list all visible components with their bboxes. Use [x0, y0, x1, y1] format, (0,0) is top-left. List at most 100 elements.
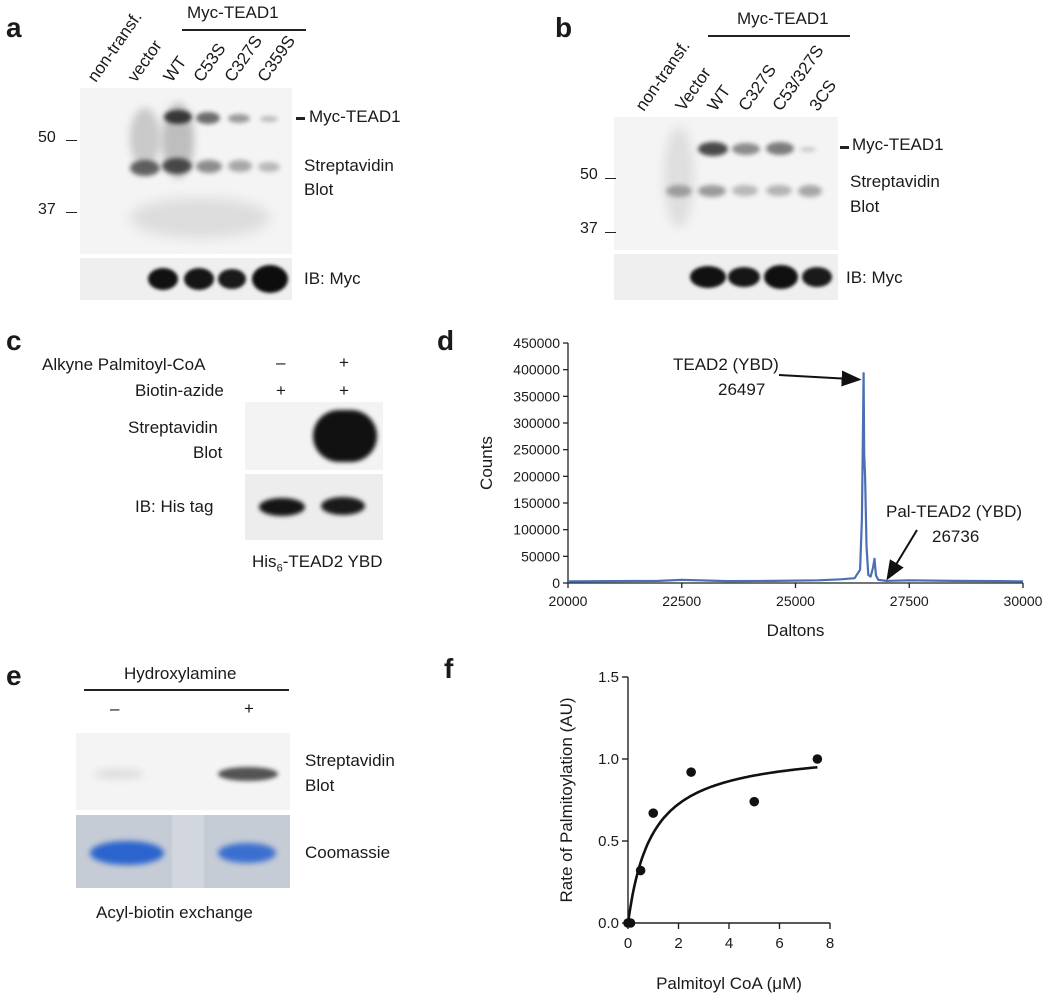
x-tick-label: 4 [725, 935, 733, 952]
panel-d-annotation-2-value: 26736 [932, 527, 980, 546]
x-tick-label: 27500 [890, 593, 929, 609]
panel-d-annotation-1-value: 26497 [718, 380, 766, 399]
panel-b-mw-marker: 50 [580, 166, 598, 183]
panel-c-ib-his-blot [245, 474, 383, 540]
panel-a-streptavidin-blot [80, 88, 292, 254]
peak-point [862, 372, 865, 375]
panel-d-annotation-2-name: Pal-TEAD2 (YBD) [886, 502, 1023, 521]
y-tick-label: 200000 [513, 468, 560, 484]
panel-e-streptavidin-blot [76, 733, 290, 810]
band-myc-tead1-3cs [800, 147, 816, 152]
panel-a-band-label: Myc-TEAD1 [309, 107, 401, 126]
panel-b-lane-label: 3CS [805, 76, 841, 115]
panel-f-kinetics-chart: 0.0 0.5 1.0 1.5 0 2 4 6 8 Palmitoyl CoA (μM) Rate … [557, 669, 834, 993]
x-axis-label: Palmitoyl CoA (μM) [656, 974, 802, 993]
panel-b-blot-label: Streptavidin [850, 172, 940, 191]
band-myc-tead1-wt [164, 110, 192, 124]
panel-e-sign: – [110, 699, 120, 718]
panel-a-ib-label: IB: Myc [304, 269, 361, 288]
band-myc-tead1-wt [698, 142, 728, 156]
panel-b-ib-myc-blot [614, 254, 838, 300]
panel-e-blot-label: Blot [305, 776, 335, 795]
panel-c-row1-label: Alkyne Palmitoyl-CoA [42, 355, 206, 374]
peak-1-arrow [778, 370, 862, 387]
panel-e-sign: + [244, 699, 254, 718]
panel-a-ib-myc-blot [80, 258, 292, 300]
panel-c-sign: + [339, 381, 349, 400]
y-tick-label: 450000 [513, 335, 560, 351]
x-tick-label: 2 [674, 935, 682, 952]
panel-e-caption: Acyl-biotin exchange [96, 903, 253, 922]
panel-e-blot-label: Streptavidin [305, 751, 395, 770]
y-tick-label: 0.5 [598, 833, 619, 850]
spectrum-line [567, 372, 1024, 583]
fit-curve [626, 765, 818, 924]
y-tick-label: 150000 [513, 495, 560, 511]
y-axis-label: Counts [477, 436, 496, 490]
panel-a-lane-label: WT [159, 52, 191, 86]
band-myc-tead1-c327s [228, 114, 250, 123]
panel-d-mass-spectrum-chart: 0 50000 100000 150000 200000 250000 300000 3500… [477, 335, 1043, 640]
peak-2-arrow [886, 529, 918, 581]
x-axis-label: Daltons [767, 621, 825, 640]
x-tick-label: 6 [775, 935, 783, 952]
data-point [749, 796, 760, 807]
panel-e-coomassie-gel [76, 815, 290, 888]
panel-b-group-label: Myc-TEAD1 [737, 9, 829, 28]
y-tick-label: 400000 [513, 362, 560, 378]
panel-b-mw-marker: 37 [580, 220, 598, 237]
panel-c-ib-label: IB: His tag [135, 497, 214, 516]
panel-a-mw-marker: 37 [38, 201, 56, 218]
panel-a-group-bracket [182, 29, 306, 31]
panel-c-caption: His6-TEAD2 YBD [252, 552, 383, 575]
data-point [686, 767, 696, 777]
panel-b-ib-label: IB: Myc [846, 268, 903, 287]
panel-c-streptavidin-blot [245, 402, 383, 470]
panel-e-treatment-label: Hydroxylamine [124, 664, 237, 683]
panel-a-mw-marker: 50 [38, 129, 56, 146]
band-myc-tead1-c327s [732, 143, 760, 155]
x-tick-label: 30000 [1004, 593, 1043, 609]
panel-d-letter: d [437, 325, 455, 356]
y-tick-label: 350000 [513, 388, 560, 404]
panel-a-lane-label: C53S [189, 39, 230, 86]
data-point [812, 754, 823, 764]
panel-a-letter: a [6, 12, 22, 43]
y-tick-label: 1.0 [598, 751, 619, 768]
y-tick-label: 0 [552, 575, 560, 591]
band-myc-tead1-c53s [196, 112, 220, 124]
panel-f-letter: f [444, 653, 454, 684]
panel-c-letter: c [6, 325, 22, 356]
y-tick-label: 0.0 [598, 915, 619, 932]
x-tick-label: 20000 [549, 593, 588, 609]
panel-b-streptavidin-blot [614, 117, 838, 250]
data-point [625, 918, 636, 928]
panel-a-lane-label: vector [123, 36, 166, 86]
y-axis-label: Rate of Palmitoylation (AU) [557, 697, 576, 902]
panel-b-band-label: Myc-TEAD1 [852, 135, 944, 154]
data-point [635, 865, 646, 876]
band-myc-tead1-c53-327s [766, 142, 794, 155]
panel-c-blot-label: Streptavidin [128, 418, 218, 437]
panel-c-row2-label: Biotin-azide [135, 381, 224, 400]
data-point [648, 808, 659, 818]
panel-b-blot-label: Blot [850, 197, 880, 216]
y-tick-label: 50000 [521, 548, 560, 564]
panel-a-group-label: Myc-TEAD1 [187, 3, 279, 22]
x-tick-label: 25000 [776, 593, 815, 609]
x-tick-label: 8 [826, 935, 834, 952]
panel-a-blot-label: Blot [304, 180, 334, 199]
panel-a-blot-label: Streptavidin [304, 156, 394, 175]
panel-b-group-bracket [708, 35, 850, 37]
y-tick-label: 100000 [513, 522, 560, 538]
panel-e-stain-label: Coomassie [305, 843, 391, 862]
panel-c-sign: + [276, 381, 286, 400]
panel-c-blot-label: Blot [193, 443, 223, 462]
panel-d-annotation-1-name: TEAD2 (YBD) [673, 355, 779, 374]
y-tick-label: 1.5 [598, 669, 619, 686]
panel-c-sign: + [339, 353, 349, 372]
band-myc-tead1-c359s [260, 116, 278, 122]
panel-e-treatment-bracket [84, 689, 289, 691]
x-tick-label: 0 [624, 935, 632, 952]
peak-point [873, 557, 876, 561]
